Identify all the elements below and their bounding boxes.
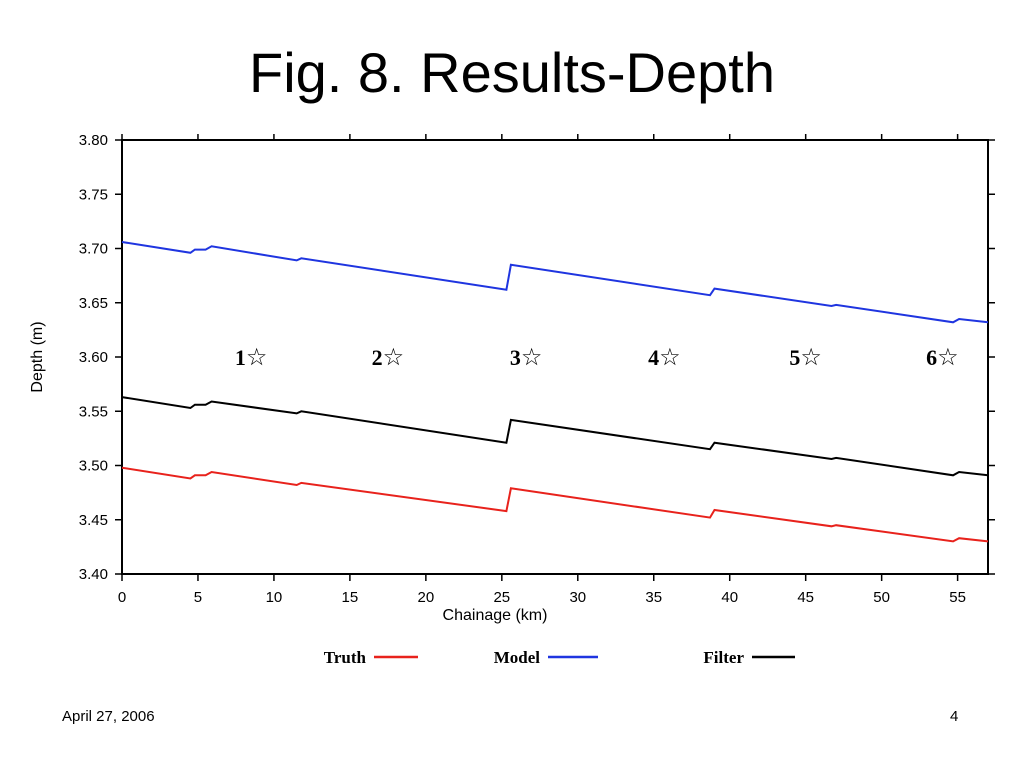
y-tick-label: 3.60 [79, 349, 108, 366]
x-tick-label: 30 [569, 589, 586, 606]
y-tick-label: 3.65 [79, 295, 108, 312]
series-line-filter [121, 396, 989, 477]
y-tick-label: 3.55 [79, 403, 108, 420]
legend-label-truth: Truth [324, 648, 367, 667]
series-line-truth [121, 466, 989, 543]
star-annotation-4: 4☆ [648, 343, 681, 371]
x-tick-label: 0 [118, 589, 126, 606]
x-tick-label: 10 [266, 589, 283, 606]
legend-label-filter: Filter [703, 648, 744, 667]
star-annotation-3: 3☆ [510, 343, 543, 371]
star-icon: ☆ [800, 343, 822, 371]
x-tick-label: 20 [418, 589, 435, 606]
annotation-number: 5 [789, 345, 800, 370]
x-tick-label: 45 [797, 589, 814, 606]
x-tick-label: 15 [342, 589, 359, 606]
annotation-number: 4 [648, 345, 659, 370]
slide-title: Fig. 8. Results-Depth [249, 41, 775, 104]
x-axis-label: Chainage (km) [443, 607, 548, 624]
annotation-number: 3 [510, 345, 521, 370]
star-icon: ☆ [383, 343, 405, 371]
star-icon: ☆ [937, 343, 959, 371]
star-annotation-1: 1☆ [235, 343, 268, 371]
x-tick-label: 50 [873, 589, 890, 606]
star-annotation-5: 5☆ [789, 343, 822, 371]
annotation-number: 1 [235, 345, 246, 370]
y-tick-label: 3.40 [79, 566, 108, 583]
legend-label-model: Model [494, 648, 541, 667]
y-tick-label: 3.50 [79, 458, 108, 475]
y-tick-label: 3.70 [79, 241, 108, 258]
footer-date: April 27, 2006 [62, 708, 155, 725]
page-number: 4 [950, 708, 959, 725]
x-tick-label: 55 [949, 589, 966, 606]
star-annotation-2: 2☆ [372, 343, 405, 371]
star-annotation-6: 6☆ [926, 343, 959, 371]
star-icon: ☆ [246, 343, 268, 371]
y-tick-label: 3.45 [79, 512, 108, 529]
x-tick-label: 5 [194, 589, 202, 606]
y-axis-label: Depth (m) [29, 321, 46, 392]
annotation-number: 2 [372, 345, 383, 370]
x-tick-label: 40 [721, 589, 738, 606]
annotation-number: 6 [926, 345, 937, 370]
star-icon: ☆ [659, 343, 681, 371]
x-tick-label: 35 [645, 589, 662, 606]
star-icon: ☆ [521, 343, 543, 371]
y-tick-label: 3.75 [79, 186, 108, 203]
depth-chart: 0 5 10 15 20 25 30 35 40 45 50 553.403.453.503.553.… [29, 132, 995, 667]
series-line-model [121, 241, 989, 324]
x-tick-label: 25 [493, 589, 510, 606]
y-tick-label: 3.80 [79, 132, 108, 149]
